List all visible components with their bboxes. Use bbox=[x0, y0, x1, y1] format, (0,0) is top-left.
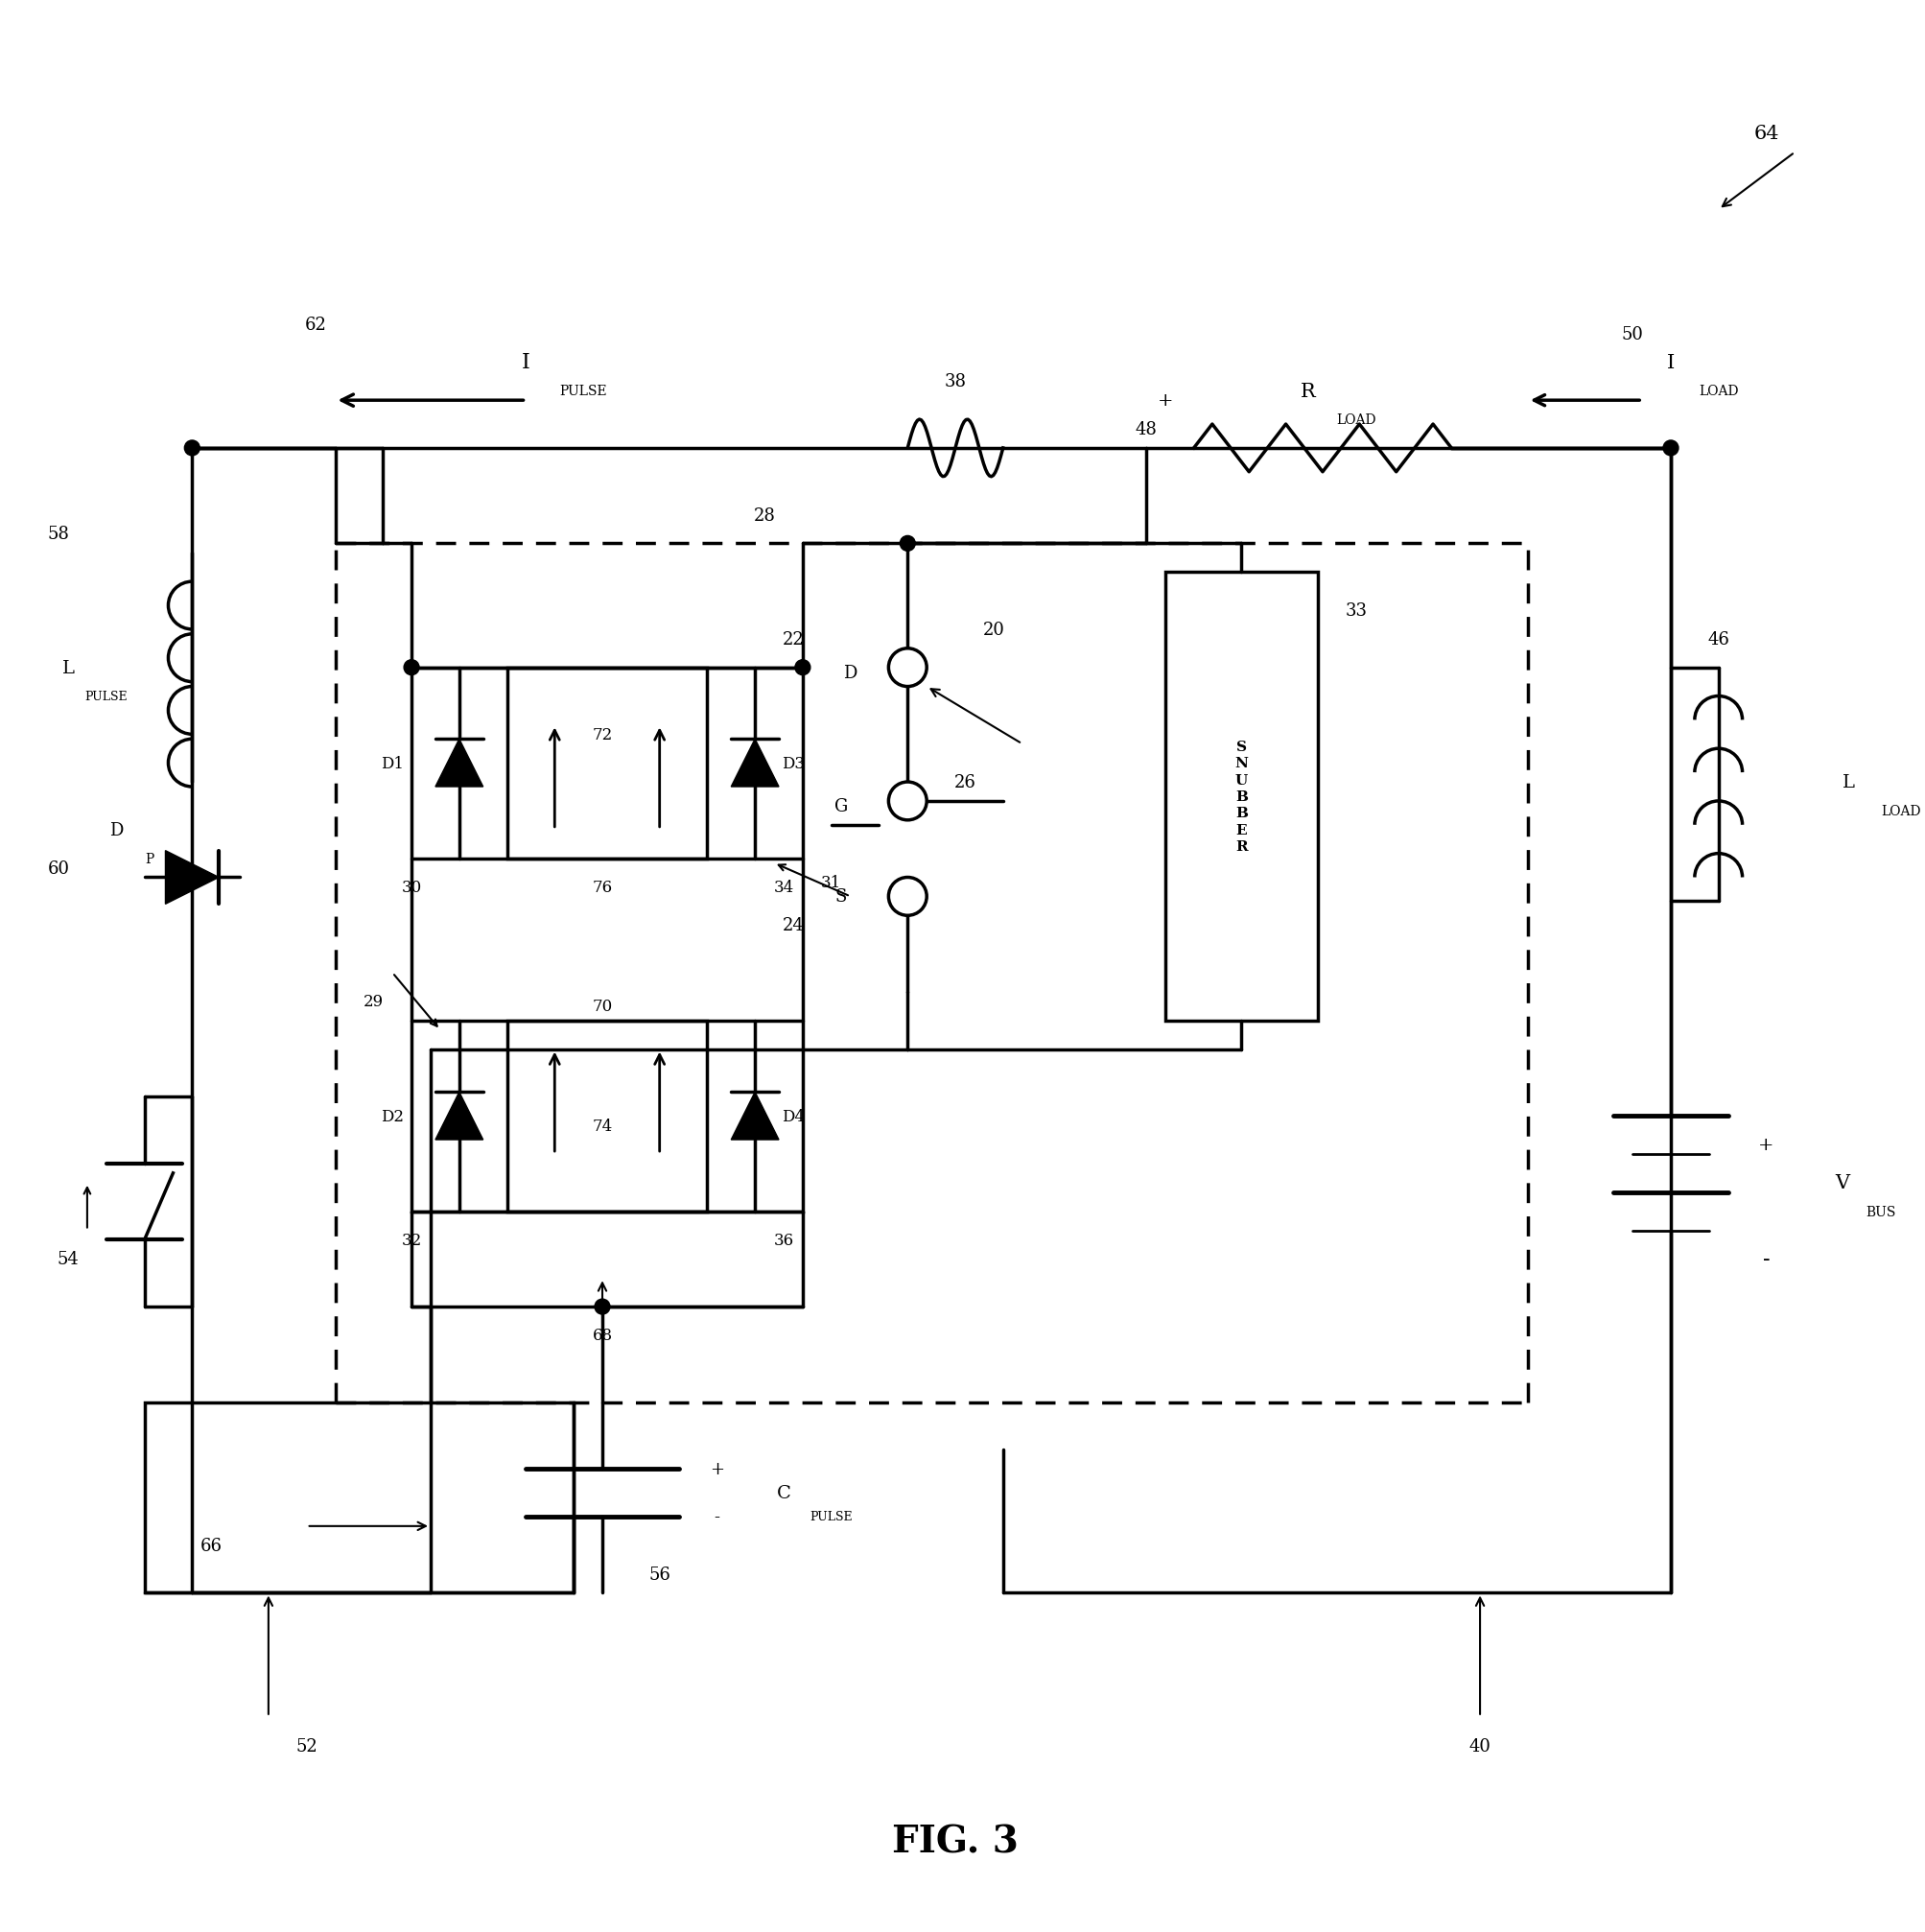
Text: 31: 31 bbox=[822, 875, 841, 891]
Text: LOAD: LOAD bbox=[1881, 804, 1921, 817]
Text: 62: 62 bbox=[306, 317, 327, 334]
Bar bbox=[506, 668, 706, 858]
Text: 28: 28 bbox=[753, 506, 776, 524]
Text: 72: 72 bbox=[593, 726, 612, 744]
Circle shape bbox=[795, 661, 810, 676]
Text: 40: 40 bbox=[1469, 1737, 1492, 1754]
Text: +: + bbox=[1157, 392, 1172, 410]
Text: PULSE: PULSE bbox=[810, 1511, 853, 1522]
Text: 58: 58 bbox=[48, 526, 69, 543]
Circle shape bbox=[889, 877, 926, 916]
Text: 34: 34 bbox=[774, 879, 793, 895]
Text: 52: 52 bbox=[296, 1737, 318, 1754]
Text: L: L bbox=[1842, 775, 1856, 790]
Text: +: + bbox=[1758, 1136, 1775, 1153]
Text: D3: D3 bbox=[782, 755, 805, 771]
Text: 74: 74 bbox=[593, 1117, 612, 1134]
Text: 30: 30 bbox=[400, 879, 422, 895]
Text: S
N
U
B
B
E
R: S N U B B E R bbox=[1234, 740, 1247, 854]
Text: 29: 29 bbox=[364, 993, 383, 1010]
Text: I: I bbox=[1667, 354, 1675, 373]
Text: 36: 36 bbox=[774, 1233, 793, 1248]
Text: BUS: BUS bbox=[1865, 1206, 1896, 1219]
Text: +: + bbox=[710, 1461, 724, 1478]
Text: 24: 24 bbox=[782, 918, 805, 933]
Text: L: L bbox=[62, 659, 75, 676]
Text: P: P bbox=[144, 852, 154, 866]
Circle shape bbox=[404, 661, 420, 676]
Circle shape bbox=[185, 440, 200, 456]
Text: -: - bbox=[1763, 1248, 1769, 1269]
Text: 33: 33 bbox=[1346, 603, 1367, 620]
Text: I: I bbox=[522, 352, 529, 373]
Bar bbox=[506, 1020, 706, 1211]
Circle shape bbox=[889, 649, 926, 688]
Circle shape bbox=[1663, 440, 1679, 456]
Text: 22: 22 bbox=[782, 630, 805, 647]
Text: G: G bbox=[834, 798, 847, 815]
Polygon shape bbox=[732, 1092, 780, 1140]
Text: S: S bbox=[835, 889, 847, 906]
Circle shape bbox=[889, 782, 926, 821]
Text: 76: 76 bbox=[593, 879, 612, 895]
Bar bbox=[1165, 572, 1319, 1020]
Text: D: D bbox=[843, 665, 857, 682]
Polygon shape bbox=[435, 740, 483, 786]
Polygon shape bbox=[166, 852, 219, 904]
Text: 50: 50 bbox=[1621, 327, 1644, 342]
Text: FIG. 3: FIG. 3 bbox=[891, 1822, 1018, 1859]
Text: 60: 60 bbox=[48, 860, 69, 877]
Text: R: R bbox=[1301, 383, 1317, 400]
Text: D2: D2 bbox=[381, 1109, 404, 1124]
Text: 20: 20 bbox=[982, 622, 1005, 638]
Text: 32: 32 bbox=[400, 1233, 422, 1248]
Text: 68: 68 bbox=[593, 1327, 612, 1343]
Text: PULSE: PULSE bbox=[560, 384, 606, 398]
Text: C: C bbox=[776, 1484, 791, 1501]
Text: 48: 48 bbox=[1136, 421, 1157, 439]
Text: LOAD: LOAD bbox=[1336, 413, 1376, 427]
Text: 54: 54 bbox=[58, 1250, 79, 1267]
Text: 66: 66 bbox=[200, 1536, 221, 1553]
Polygon shape bbox=[732, 740, 780, 786]
Bar bbox=[412, 668, 803, 1211]
Text: D1: D1 bbox=[381, 755, 404, 771]
Text: 46: 46 bbox=[1707, 630, 1729, 647]
Text: D4: D4 bbox=[782, 1109, 805, 1124]
Text: 64: 64 bbox=[1754, 126, 1779, 143]
Polygon shape bbox=[435, 1092, 483, 1140]
Text: -: - bbox=[714, 1509, 720, 1526]
Text: 56: 56 bbox=[649, 1565, 670, 1582]
Text: 26: 26 bbox=[955, 775, 976, 790]
Circle shape bbox=[901, 537, 914, 553]
Circle shape bbox=[595, 1300, 610, 1314]
Bar bbox=[144, 1403, 574, 1594]
Text: 70: 70 bbox=[593, 999, 612, 1014]
Text: D: D bbox=[110, 821, 123, 838]
Text: PULSE: PULSE bbox=[85, 690, 127, 703]
Text: 38: 38 bbox=[945, 373, 966, 390]
Text: LOAD: LOAD bbox=[1698, 384, 1738, 398]
Text: V: V bbox=[1835, 1175, 1850, 1192]
